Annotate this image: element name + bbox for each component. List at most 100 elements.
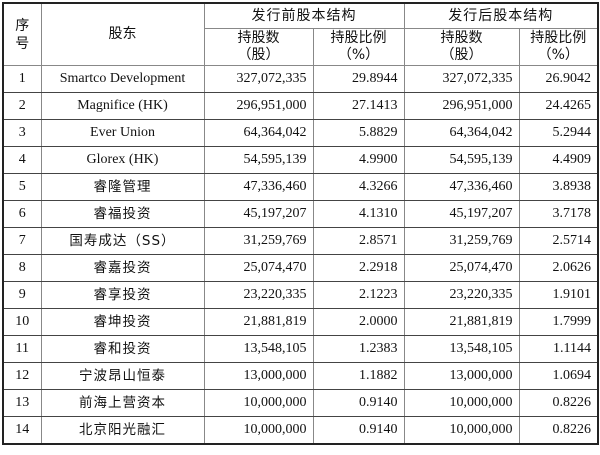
cell-seq: 9: [2, 281, 42, 309]
cell-before-shares: 21,881,819: [203, 308, 314, 336]
cell-shareholder: Smartco Development: [40, 65, 205, 93]
cell-after-shares: 327,072,335: [403, 65, 520, 93]
cell-after-shares: 54,595,139: [403, 146, 520, 174]
cell-seq: 13: [2, 389, 42, 417]
cell-shareholder: 睿和投资: [40, 335, 205, 363]
header-before-ratio-unit: （%）: [337, 47, 380, 63]
table-row: 13 前海上营资本 10,000,000 0.9140 10,000,000 0…: [2, 389, 599, 417]
cell-shareholder: 睿享投资: [40, 281, 205, 309]
cell-seq: 8: [2, 254, 42, 282]
cell-before-ratio: 4.9900: [312, 146, 405, 174]
cell-shareholder: 睿福投资: [40, 200, 205, 228]
cell-before-shares: 10,000,000: [203, 416, 314, 445]
header-row-sub: 持股数 （股） 持股比例 （%） 持股数 （股） 持股比例 （%）: [3, 28, 599, 66]
cell-seq: 10: [2, 308, 42, 336]
cell-after-ratio: 2.0626: [518, 254, 599, 282]
table-row: 11 睿和投资 13,548,105 1.2383 13,548,105 1.1…: [2, 335, 599, 363]
table-row: 12 宁波昂山恒泰 13,000,000 1.1882 13,000,000 1…: [2, 362, 599, 390]
cell-after-shares: 31,259,769: [403, 227, 520, 255]
header-shareholder: 股东: [40, 2, 205, 66]
cell-before-shares: 13,548,105: [203, 335, 314, 363]
table-row: 7 国寿成达（SS） 31,259,769 2.8571 31,259,769 …: [2, 227, 599, 255]
cell-before-shares: 64,364,042: [203, 119, 314, 147]
cell-after-shares: 47,336,460: [403, 173, 520, 201]
header-after-shares-label: 持股数: [440, 30, 483, 46]
cell-seq: 7: [2, 227, 42, 255]
cell-before-ratio: 0.9140: [312, 416, 405, 445]
table-row: 5 睿隆管理 47,336,460 4.3266 47,336,460 3.89…: [2, 173, 599, 201]
cell-seq: 3: [2, 119, 42, 147]
cell-after-shares: 13,000,000: [403, 362, 520, 390]
cell-shareholder: 睿坤投资: [40, 308, 205, 336]
header-after-shares-unit: （股）: [440, 47, 483, 63]
cell-shareholder: 国寿成达（SS）: [40, 227, 205, 255]
cell-after-shares: 10,000,000: [403, 416, 520, 445]
cell-before-ratio: 4.3266: [312, 173, 405, 201]
cell-after-ratio: 1.7999: [518, 308, 599, 336]
table-row: 3 Ever Union 64,364,042 5.8829 64,364,04…: [2, 119, 599, 147]
cell-after-ratio: 4.4909: [518, 146, 599, 174]
cell-after-ratio: 5.2944: [518, 119, 599, 147]
cell-before-shares: 47,336,460: [203, 173, 314, 201]
cell-before-shares: 23,220,335: [203, 281, 314, 309]
header-seq: 序号: [2, 2, 42, 66]
header-before-shares: 持股数 （股）: [203, 28, 314, 66]
cell-before-ratio: 2.0000: [312, 308, 405, 336]
cell-seq: 5: [2, 173, 42, 201]
header-row-group: 序号 股东 发行前股本结构 发行后股本结构: [2, 2, 599, 66]
cell-before-shares: 54,595,139: [203, 146, 314, 174]
cell-before-shares: 31,259,769: [203, 227, 314, 255]
cell-before-shares: 45,197,207: [203, 200, 314, 228]
cell-before-shares: 327,072,335: [203, 65, 314, 93]
header-after-shares: 持股数 （股）: [403, 28, 520, 66]
cell-before-shares: 10,000,000: [203, 389, 314, 417]
cell-after-ratio: 3.8938: [518, 173, 599, 201]
header-after-ratio-unit: （%）: [537, 47, 579, 63]
cell-after-ratio: 2.5714: [518, 227, 599, 255]
cell-before-ratio: 27.1413: [312, 92, 405, 120]
cell-after-shares: 13,548,105: [403, 335, 520, 363]
cell-before-ratio: 2.2918: [312, 254, 405, 282]
header-seq-label: 序号: [15, 17, 30, 52]
header-after-ratio: 持股比例 （%）: [518, 28, 599, 66]
header-before-issuance: 发行前股本结构: [203, 2, 405, 29]
table-body: 1 Smartco Development 327,072,335 29.894…: [2, 65, 599, 445]
cell-seq: 2: [2, 92, 42, 120]
table-row: 10 睿坤投资 21,881,819 2.0000 21,881,819 1.7…: [2, 308, 599, 336]
cell-seq: 11: [2, 335, 42, 363]
header-before-shares-label: 持股数: [237, 30, 280, 46]
cell-seq: 12: [2, 362, 42, 390]
cell-after-shares: 21,881,819: [403, 308, 520, 336]
cell-shareholder: 北京阳光融汇: [40, 416, 205, 445]
cell-after-ratio: 3.7178: [518, 200, 599, 228]
cell-after-ratio: 24.4265: [518, 92, 599, 120]
header-after-issuance: 发行后股本结构: [403, 2, 599, 29]
table-row: 4 Glorex (HK) 54,595,139 4.9900 54,595,1…: [2, 146, 599, 174]
cell-after-ratio: 1.0694: [518, 362, 599, 390]
cell-shareholder: 宁波昂山恒泰: [40, 362, 205, 390]
cell-after-shares: 296,951,000: [403, 92, 520, 120]
table-row: 9 睿享投资 23,220,335 2.1223 23,220,335 1.91…: [2, 281, 599, 309]
cell-after-shares: 25,074,470: [403, 254, 520, 282]
cell-before-ratio: 1.2383: [312, 335, 405, 363]
header-before-ratio: 持股比例 （%）: [312, 28, 405, 66]
table-row: 2 Magnifice (HK) 296,951,000 27.1413 296…: [2, 92, 599, 120]
table-row: 6 睿福投资 45,197,207 4.1310 45,197,207 3.71…: [2, 200, 599, 228]
cell-before-ratio: 4.1310: [312, 200, 405, 228]
cell-before-shares: 25,074,470: [203, 254, 314, 282]
cell-seq: 1: [2, 65, 42, 93]
cell-before-ratio: 1.1882: [312, 362, 405, 390]
cell-after-ratio: 0.8226: [518, 416, 599, 445]
shareholding-table-container: 序号 股东 发行前股本结构 发行后股本结构 持股数 （股） 持股比例 （%） 持…: [2, 2, 599, 445]
cell-after-ratio: 0.8226: [518, 389, 599, 417]
cell-after-ratio: 1.9101: [518, 281, 599, 309]
cell-shareholder: Magnifice (HK): [40, 92, 205, 120]
cell-seq: 14: [2, 416, 42, 445]
cell-after-shares: 45,197,207: [403, 200, 520, 228]
cell-shareholder: Glorex (HK): [40, 146, 205, 174]
table-header: 序号 股东 发行前股本结构 发行后股本结构 持股数 （股） 持股比例 （%） 持…: [2, 2, 599, 66]
cell-shareholder: 睿隆管理: [40, 173, 205, 201]
cell-before-shares: 296,951,000: [203, 92, 314, 120]
table-row: 14 北京阳光融汇 10,000,000 0.9140 10,000,000 0…: [2, 416, 599, 445]
cell-seq: 6: [2, 200, 42, 228]
